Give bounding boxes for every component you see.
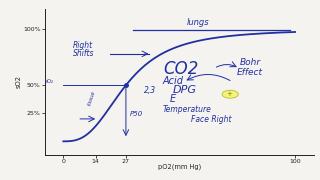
Text: DPG: DPG	[172, 85, 196, 95]
Text: CO2: CO2	[163, 60, 198, 78]
X-axis label: pO2(mm Hg): pO2(mm Hg)	[157, 164, 201, 170]
Text: tissue: tissue	[86, 90, 96, 106]
Text: +: +	[227, 91, 233, 97]
Text: sO₂: sO₂	[45, 79, 54, 84]
Text: Bohr: Bohr	[239, 58, 260, 67]
Text: lungs: lungs	[187, 18, 209, 27]
Text: E: E	[170, 94, 176, 104]
Text: 2,3: 2,3	[144, 86, 156, 95]
Text: Effect: Effect	[237, 68, 263, 77]
Text: Acid: Acid	[163, 76, 184, 86]
Circle shape	[222, 90, 238, 98]
Text: Shifts: Shifts	[73, 49, 94, 58]
Text: P50: P50	[129, 111, 143, 116]
Text: Temperature: Temperature	[163, 105, 212, 114]
Y-axis label: sO2: sO2	[16, 75, 22, 88]
Text: Right: Right	[73, 41, 93, 50]
Text: Face Right: Face Right	[191, 115, 231, 124]
